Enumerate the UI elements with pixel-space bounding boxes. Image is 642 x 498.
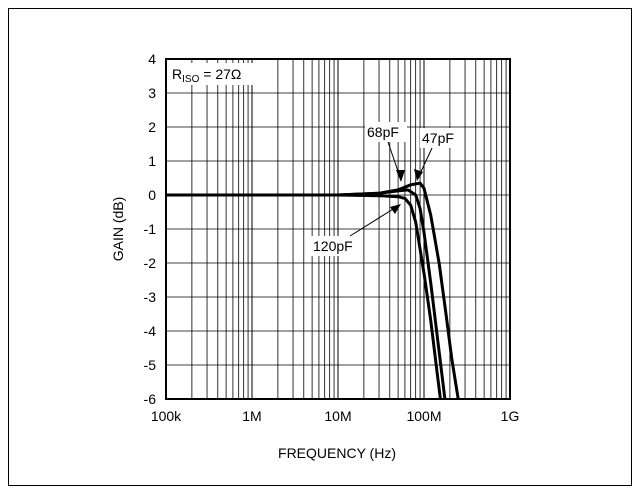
annotation-47pF-label: 47pF: [422, 130, 454, 146]
x-tick-label: 1G: [501, 408, 520, 424]
y-axis-title: GAIN (dB): [110, 197, 126, 262]
y-tick-label: 3: [148, 85, 156, 101]
condition-subscript: ISO: [182, 74, 199, 85]
annotation-68pF: 68pF: [365, 122, 407, 182]
series-120pF: [166, 193, 442, 400]
annotation-68pF-label: 68pF: [367, 124, 399, 140]
y-tick-label: -6: [144, 391, 157, 407]
y-tick-label: 1: [148, 153, 156, 169]
annotation-120pF: 120pF: [310, 204, 401, 256]
annotation-47pF: 47pF: [414, 128, 462, 181]
x-tick-label: 10M: [324, 408, 351, 424]
y-tick-label: -2: [144, 255, 157, 271]
y-tick-label: 4: [148, 51, 156, 67]
y-tick-label: -3: [144, 289, 157, 305]
x-tick-label: 100M: [406, 408, 441, 424]
curves: [166, 181, 460, 400]
condition-suffix: = 27Ω: [199, 66, 241, 82]
y-tick-label: -5: [144, 357, 157, 373]
y-tick-label: 2: [148, 119, 156, 135]
y-tick-label: 0: [148, 187, 156, 203]
grid: [166, 58, 510, 400]
series-68pF: [166, 188, 447, 400]
annotation-120pF-label: 120pF: [313, 238, 353, 254]
x-axis-title: FREQUENCY (Hz): [278, 445, 396, 461]
x-tick-label: 100k: [151, 408, 182, 424]
condition-label: RISO = 27Ω: [168, 63, 254, 85]
condition-prefix: R: [172, 66, 182, 82]
x-tick-label: 1M: [242, 408, 261, 424]
plot-border: [165, 58, 511, 400]
y-tick-label: -4: [144, 323, 157, 339]
y-tick-label: -1: [144, 221, 157, 237]
condition-label-text: RISO = 27Ω: [172, 66, 241, 85]
